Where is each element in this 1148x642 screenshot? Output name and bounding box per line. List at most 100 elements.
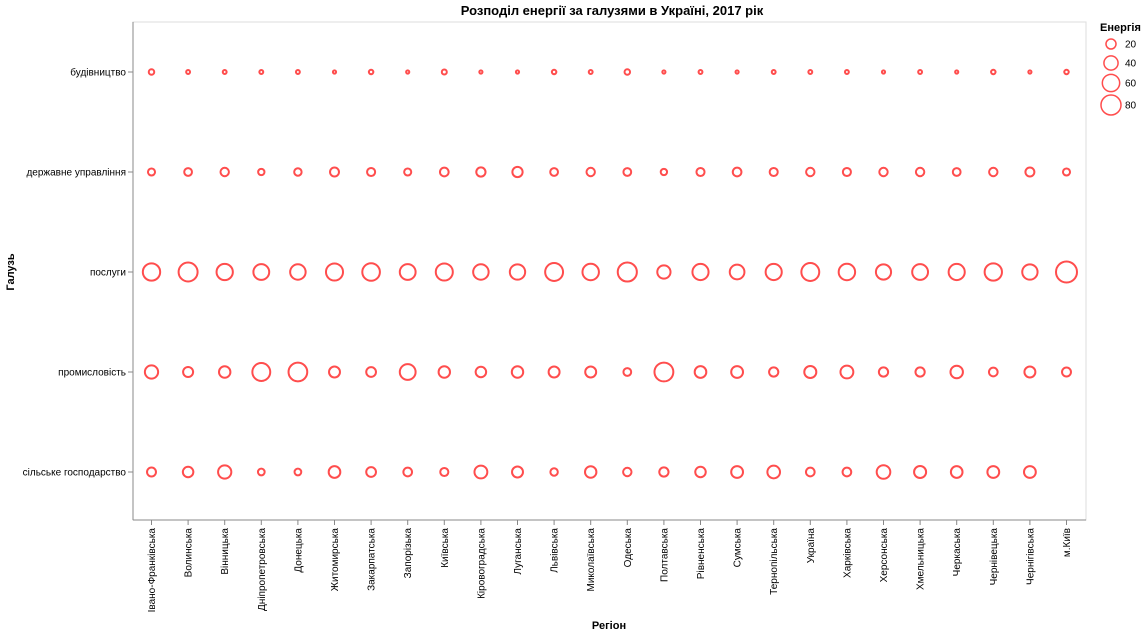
bubble-point: державне управління / Тернопільська: 13 (768, 166, 779, 178)
x-tick-label: Сумська (733, 528, 744, 568)
bubble-point: промисловість / м.Київ: 16 (1061, 366, 1072, 378)
bubble-point: будівництво / Харківська: 3 (843, 69, 850, 75)
y-tick-label: державне управління (26, 168, 126, 179)
size-legend: Енергія 20 40 60 80 (1100, 22, 1141, 116)
bubble-point: промисловість / Волинська: 20 (182, 365, 195, 379)
bubble-point: послуги / Рівненська: 52 (691, 262, 710, 282)
bubble-point: промисловість / Тернопільська: 17 (768, 366, 780, 378)
bubble-point: державне управління / Херсонська: 14 (878, 166, 889, 178)
bubble-point: послуги / Херсонська: 46 (874, 263, 893, 281)
plot-area (132, 21, 1087, 521)
x-tick-label: Черкаська (952, 528, 963, 577)
legend-label: 80 (1125, 101, 1137, 112)
x-tick-label: Чернівецька (989, 528, 1000, 586)
bubble-point: промисловість / Сумська: 28 (730, 365, 745, 379)
bubble-point: сільське господарство / Львівська: 11 (549, 467, 559, 477)
legend-symbol (1101, 73, 1121, 93)
bubble-point: послуги / Кіровоградська: 48 (472, 263, 490, 281)
x-tick-label: Полтавська (659, 528, 670, 582)
x-tick-label: Луганська (513, 528, 524, 575)
bubble-point: будівництво / м.Київ: 4 (1063, 68, 1070, 76)
bubble-point: промисловість / Донецька: 70 (287, 361, 309, 383)
x-tick-label: Одеська (623, 528, 634, 568)
bubble-marks: будівництво / Івано-Франківська: 6 будівн… (141, 68, 1078, 480)
bubble-point: будівництво / Рівненська: 3 (697, 69, 704, 75)
x-tick-label: Закарпатська (367, 528, 378, 591)
bubble-point: будівництво / Волинська: 3 (185, 69, 192, 75)
bubble-point: сільське господарство / Київська: 13 (439, 466, 450, 478)
bubble-point: будівництво / Сумська: 2 (734, 69, 740, 75)
bubble-point: будівництво / Донецька: 3 (294, 69, 301, 75)
bubble-point: будівництво / Львівська: 4 (550, 68, 558, 76)
bubble-point: сільське господарство / Харківська: 15 (841, 466, 853, 478)
x-tick-label: Україна (806, 528, 817, 564)
bubble-point: державне управління / Одеська: 12 (622, 167, 633, 177)
bubble-point: сільське господарство / Донецька: 9 (293, 467, 303, 477)
bubble-point: промисловість / Миколаївська: 24 (584, 365, 598, 379)
bubble-point: промисловість / Дніпропетровська: 64 (251, 362, 272, 382)
bubble-point: промисловість / Херсонська: 17 (877, 366, 890, 378)
bubble-point: послуги / Чернівецька: 60 (983, 262, 1003, 282)
y-axis: будівництво державне управління послуги про… (23, 22, 134, 520)
bubble-point: сільське господарство / Луганська: 24 (511, 465, 524, 479)
legend-symbol (1100, 94, 1122, 116)
bubble-point: державне управління / Донецька: 11 (293, 167, 303, 177)
bubble-point: державне управління / Львівська: 12 (549, 167, 559, 177)
bubble-point: будівництво / Херсонська: 2 (880, 69, 887, 75)
bubble-point: державне управління / Україна: 14 (805, 166, 816, 178)
bubble-point: державне управління / Житомирська: 16 (329, 166, 340, 178)
bubble-point: промисловість / Вінницька: 26 (217, 365, 232, 379)
bubble-point: державне управління / Харківська: 13 (841, 166, 852, 178)
bubble-point: сільське господарство / Житомирська: 27 (327, 465, 342, 479)
legend-title: Енергія (1100, 22, 1141, 34)
bubble-point: промисловість / Одеська: 12 (622, 367, 633, 377)
bubble-point: будівництво / Житомирська: 2 (331, 69, 338, 75)
x-tick-label: Волинська (184, 528, 195, 578)
bubble-point: сільське господарство / Тернопільська: 3… (766, 464, 782, 480)
bubble-point: послуги / Запорізька: 50 (398, 263, 417, 281)
y-tick-label: сільське господарство (23, 468, 127, 479)
bubble-point: сільське господарство / Івано-Франківськ… (146, 466, 157, 478)
bubble-point: сільське господарство / Миколаївська: 26 (583, 465, 598, 479)
bubble-point: сільське господарство / Херсонська: 37 (875, 464, 892, 480)
bubble-point: державне управління / Волинська: 12 (183, 167, 193, 177)
bubble-point: сільське господарство / Рівненська: 22 (694, 465, 707, 479)
bubble-point: послуги / Сумська: 43 (728, 263, 746, 281)
bubble-point: послуги / Чернігівська: 47 (1021, 263, 1039, 281)
bubble-point: державне управління / Чернігівська: 16 (1024, 166, 1036, 178)
bubble-point: будівництво / Вінницька: 3 (221, 69, 228, 75)
bubble-point: сільське господарство / Чернігівська: 28 (1022, 465, 1037, 479)
bubble-point: промисловість / Житомирська: 24 (328, 365, 341, 379)
x-tick-label: Львівська (550, 528, 561, 573)
x-tick-label: Тернопільська (769, 528, 780, 595)
bubble-point: послуги / Полтавська: 35 (656, 264, 672, 280)
bubble-point: послуги / Україна: 64 (800, 262, 821, 282)
legend-symbol (1103, 55, 1119, 71)
bubble-point: сільське господарство / Вінницька: 35 (217, 464, 233, 480)
bubble-point: державне управління / Закарпатська: 13 (366, 166, 377, 178)
bubble-point: сільське господарство / Дніпропетровська… (256, 467, 266, 477)
bubble-point: послуги / Донецька: 48 (289, 263, 307, 281)
bubble-point: послуги / Луганська: 47 (508, 263, 527, 281)
bubble-point: послуги / Київська: 58 (434, 262, 454, 282)
bubble-point: сільське господарство / Волинська: 22 (181, 465, 195, 479)
bubble-point: державне управління / Кіровоградська: 17 (475, 166, 487, 178)
bubble-point: будівництво / Чернівецька: 4 (990, 68, 997, 76)
bubble-point: послуги / Одеська: 73 (616, 261, 638, 283)
x-tick-label: Кіровоградська (476, 528, 487, 599)
bubble-point: державне управління / Івано-Франківська:… (146, 167, 157, 177)
x-axis-title: Регіон (592, 620, 626, 632)
y-tick-label: промисловість (58, 368, 126, 379)
bubble-point: будівництво / Івано-Франківська: 6 (147, 68, 156, 76)
bubble-point: державне управління / Хмельницька: 14 (914, 166, 926, 178)
bubble-point: державне управління / Сумська: 15 (731, 166, 743, 178)
bubble-point: будівництво / Полтавська: 2 (661, 69, 667, 75)
bubble-point: державне управління / Київська: 15 (438, 166, 450, 178)
x-tick-label: Київська (440, 528, 451, 568)
bubble-point: державне управління / Вінницька: 14 (219, 166, 230, 178)
x-tick-label: Вінницька (220, 528, 231, 575)
bubble-point: будівництво / Запорізька: 2 (405, 69, 411, 75)
bubble-point: сільське господарство / Черкаська: 27 (949, 465, 964, 479)
x-tick-label: Миколаївська (586, 528, 597, 592)
